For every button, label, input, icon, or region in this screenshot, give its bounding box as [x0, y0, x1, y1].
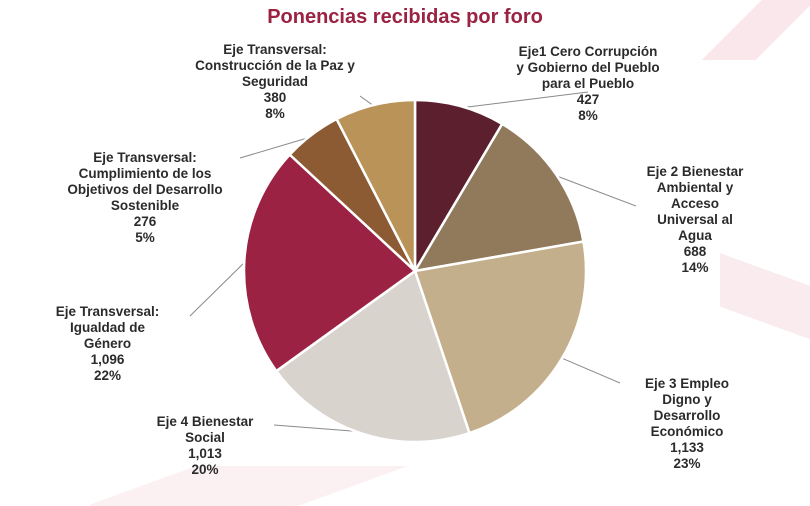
slice-value: 427 [576, 92, 600, 107]
slice-percent: 5% [135, 230, 155, 245]
pie-slice-paz-seguridad [334, 98, 417, 272]
slice-name-line: Económico [650, 424, 724, 439]
slice-name-line: Eje 3 Empleo [644, 376, 730, 391]
slice-name-line: Digno y [662, 392, 712, 407]
slice-name-line: Eje Transversal: [55, 304, 160, 319]
pie-slice-eje3 [413, 240, 588, 435]
slice-percent: 22% [93, 368, 122, 383]
slice-name-line: Eje 2 Bienestar [646, 164, 744, 179]
pie-slice-igualdad-genero [242, 152, 417, 373]
slice-name-line: Universal al [657, 212, 733, 227]
pie-slice-eje1 [413, 98, 504, 276]
slice-value: 688 [683, 244, 707, 259]
slice-value: 1,013 [188, 446, 222, 461]
slice-percent: 8% [265, 106, 285, 121]
slice-label-paz-seguridad: Eje Transversal: Construcción de la Paz y… [140, 42, 410, 122]
slice-name-line: Eje 4 Bienestar [156, 414, 254, 429]
background-decoration [90, 466, 510, 506]
leader-line-eje2 [553, 174, 637, 207]
slice-label-igualdad-genero: Eje Transversal: Igualdad de Género 1,096 22… [20, 304, 195, 384]
slice-name-line: Igualdad de [69, 320, 145, 335]
slice-label-desarrollo-sostenible: Eje Transversal: Cumplimiento de los Objet… [50, 150, 240, 246]
slice-name-line: Seguridad [241, 74, 308, 89]
slice-label-eje2: Eje 2 Bienestar Ambiental y Acceso Universa… [620, 164, 770, 276]
slice-name-line: Género [83, 336, 132, 351]
slice-percent: 8% [578, 108, 598, 123]
leader-line-eje4 [273, 424, 364, 433]
slice-percent: 23% [673, 456, 701, 471]
slice-name-line: Agua [678, 228, 712, 243]
slice-name-line: Eje Transversal: [93, 150, 197, 165]
slice-name-line: y Gobierno del Pueblo [516, 60, 660, 75]
slice-value: 380 [263, 90, 287, 105]
slice-percent: 20% [191, 462, 219, 477]
slice-label-eje4: Eje 4 Bienestar Social 1,013 20% [135, 414, 275, 478]
background-decoration [720, 240, 810, 360]
slice-name-line: Desarrollo [653, 408, 721, 423]
slice-label-eje3: Eje 3 Empleo Digno y Desarrollo Económico 1,… [617, 376, 757, 472]
slice-name-line: Construcción de la Paz y [195, 58, 355, 73]
slice-label-eje1: Eje1 Cero Corrupción y Gobierno del Puebl… [458, 44, 718, 124]
leader-line-desarrollo-sostenible [239, 135, 313, 159]
leader-line-eje3 [560, 356, 621, 384]
pie-slice-eje4 [274, 268, 472, 444]
slice-name-line: para el Pueblo [541, 76, 635, 91]
slice-name-line: Eje Transversal: [223, 42, 327, 57]
slice-name-line: Sostenible [110, 198, 180, 213]
leader-line-igualdad-genero [189, 260, 247, 317]
slice-value: 1,096 [90, 352, 125, 367]
slice-name-line: Objetivos del Desarrollo [67, 182, 223, 197]
background-decoration [690, 0, 810, 60]
leader-line-eje1 [459, 91, 589, 109]
slice-name-line: Social [185, 430, 225, 445]
slice-name-line: Eje1 Cero Corrupción [518, 44, 658, 59]
chart-title: Ponencias recibidas por foro [267, 6, 543, 28]
slice-name-line: Ambiental y [656, 180, 734, 195]
slice-percent: 14% [681, 260, 709, 275]
slice-value: 276 [133, 214, 157, 229]
pie-slice-eje2 [412, 122, 585, 273]
slice-name-line: Acceso [670, 196, 720, 211]
slice-name-line: Cumplimiento de los [78, 166, 212, 181]
slice-value: 1,133 [670, 440, 704, 455]
